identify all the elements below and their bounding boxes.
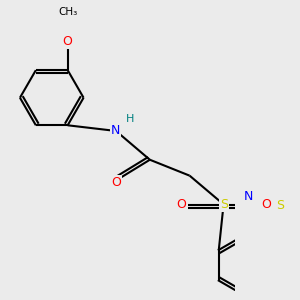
Text: H: H [126,114,134,124]
Text: CH₃: CH₃ [58,7,77,17]
Text: S: S [276,199,284,212]
Text: O: O [177,198,187,211]
Text: O: O [63,34,73,47]
Text: N: N [111,124,120,137]
Text: S: S [220,198,228,211]
Text: O: O [111,176,121,188]
Text: N: N [298,221,300,235]
Text: N: N [244,190,254,203]
Text: O: O [262,198,272,211]
